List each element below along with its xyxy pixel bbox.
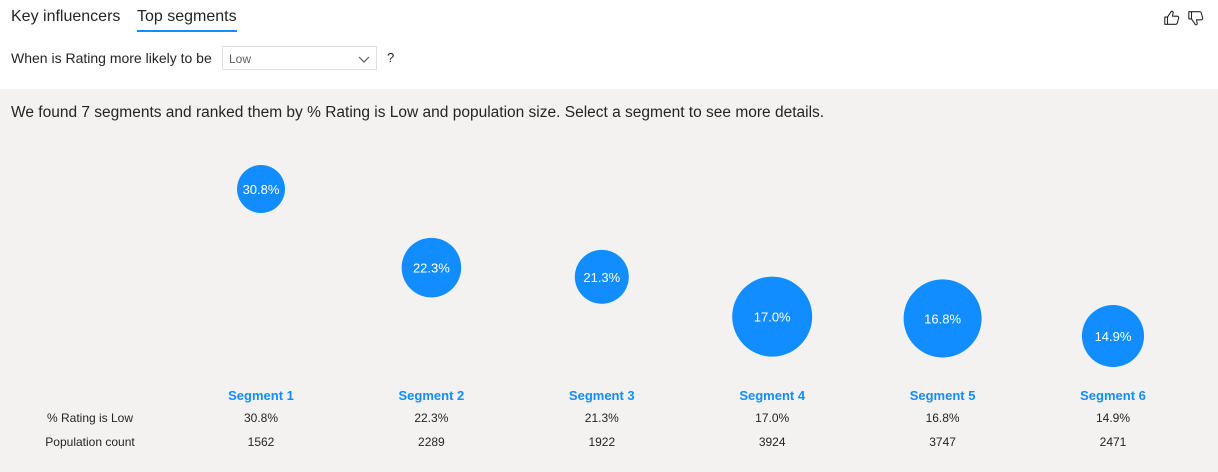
question-row: When is Rating more likely to be Low ? — [11, 46, 394, 70]
feedback-buttons — [1163, 9, 1205, 27]
segment-population-value: 3747 — [929, 435, 956, 449]
chevron-down-icon — [358, 56, 370, 63]
thumbs-up-icon[interactable] — [1163, 9, 1181, 27]
row-label-population: Population count — [45, 435, 135, 449]
segment-pct-value: 22.3% — [414, 411, 449, 425]
thumbs-down-icon[interactable] — [1187, 9, 1205, 27]
segment-population-value: 1922 — [588, 435, 616, 449]
segment-bubble-label: 22.3% — [413, 261, 450, 276]
segment-bubble[interactable]: 17.0% — [732, 276, 813, 357]
segment-title[interactable]: Segment 1 — [228, 388, 294, 403]
segments-summary: We found 7 segments and ranked them by %… — [11, 104, 825, 121]
segment-bubble[interactable]: 21.3% — [574, 249, 629, 304]
segment-population-value: 3924 — [758, 435, 786, 449]
segment-pct-value: 21.3% — [584, 411, 619, 425]
segment-bubble[interactable]: 30.8% — [237, 165, 285, 213]
segment-bubble[interactable]: 16.8% — [903, 279, 982, 358]
segment-pct-value: 17.0% — [755, 411, 790, 425]
segment-pct-value: 14.9% — [1095, 411, 1131, 425]
segment-bubble-circle — [401, 237, 462, 298]
row-label-pct: % Rating is Low — [46, 411, 134, 425]
segment-bubble-label: 21.3% — [583, 270, 620, 285]
segment-bubble-circle — [574, 249, 629, 304]
question-mark: ? — [387, 50, 395, 65]
segment-pct-value: 30.8% — [243, 411, 279, 425]
tab-key-influencers[interactable]: Key influencers — [11, 8, 121, 25]
segment-population-value: 2289 — [418, 435, 445, 449]
question-label: When is Rating more likely to be — [11, 50, 212, 66]
segment-title[interactable]: Segment 5 — [909, 388, 976, 403]
segments-panel: We found 7 segments and ranked them by %… — [0, 89, 1218, 472]
segment-bubble-circle — [903, 279, 982, 358]
segment-pct-value: 16.8% — [925, 411, 960, 425]
segment-title[interactable]: Segment 6 — [1080, 388, 1146, 403]
segment-title[interactable]: Segment 4 — [739, 388, 806, 403]
segment-title[interactable]: Segment 3 — [568, 388, 635, 403]
segments-bubble-chart: 30.8% 22.3% 21.3% 17.0% 16.8% 14.9% — [237, 165, 1145, 368]
segment-bubble-circle — [237, 165, 285, 213]
segment-bubble-label: 30.8% — [243, 182, 280, 197]
segment-population-value: 2471 — [1099, 435, 1127, 449]
dropdown-selected-value: Low — [229, 52, 252, 66]
segment-bubble-label: 14.9% — [1095, 329, 1132, 344]
segment-bubble[interactable]: 14.9% — [1081, 304, 1145, 368]
segment-bubble[interactable]: 22.3% — [401, 237, 462, 298]
tab-top-segments-label: Top segments — [137, 8, 237, 25]
segment-bubble-label: 16.8% — [924, 311, 961, 326]
segment-bubble-circle — [732, 276, 813, 357]
segment-bubble-label: 17.0% — [754, 310, 791, 325]
tab-top-segments[interactable]: Top segments — [137, 8, 237, 32]
rating-value-dropdown[interactable]: Low — [222, 46, 377, 70]
segment-title[interactable]: Segment 2 — [398, 388, 465, 403]
active-tab-underline — [137, 30, 237, 32]
segment-bubble-circle — [1081, 304, 1145, 368]
segment-population-value: 1562 — [247, 435, 275, 449]
